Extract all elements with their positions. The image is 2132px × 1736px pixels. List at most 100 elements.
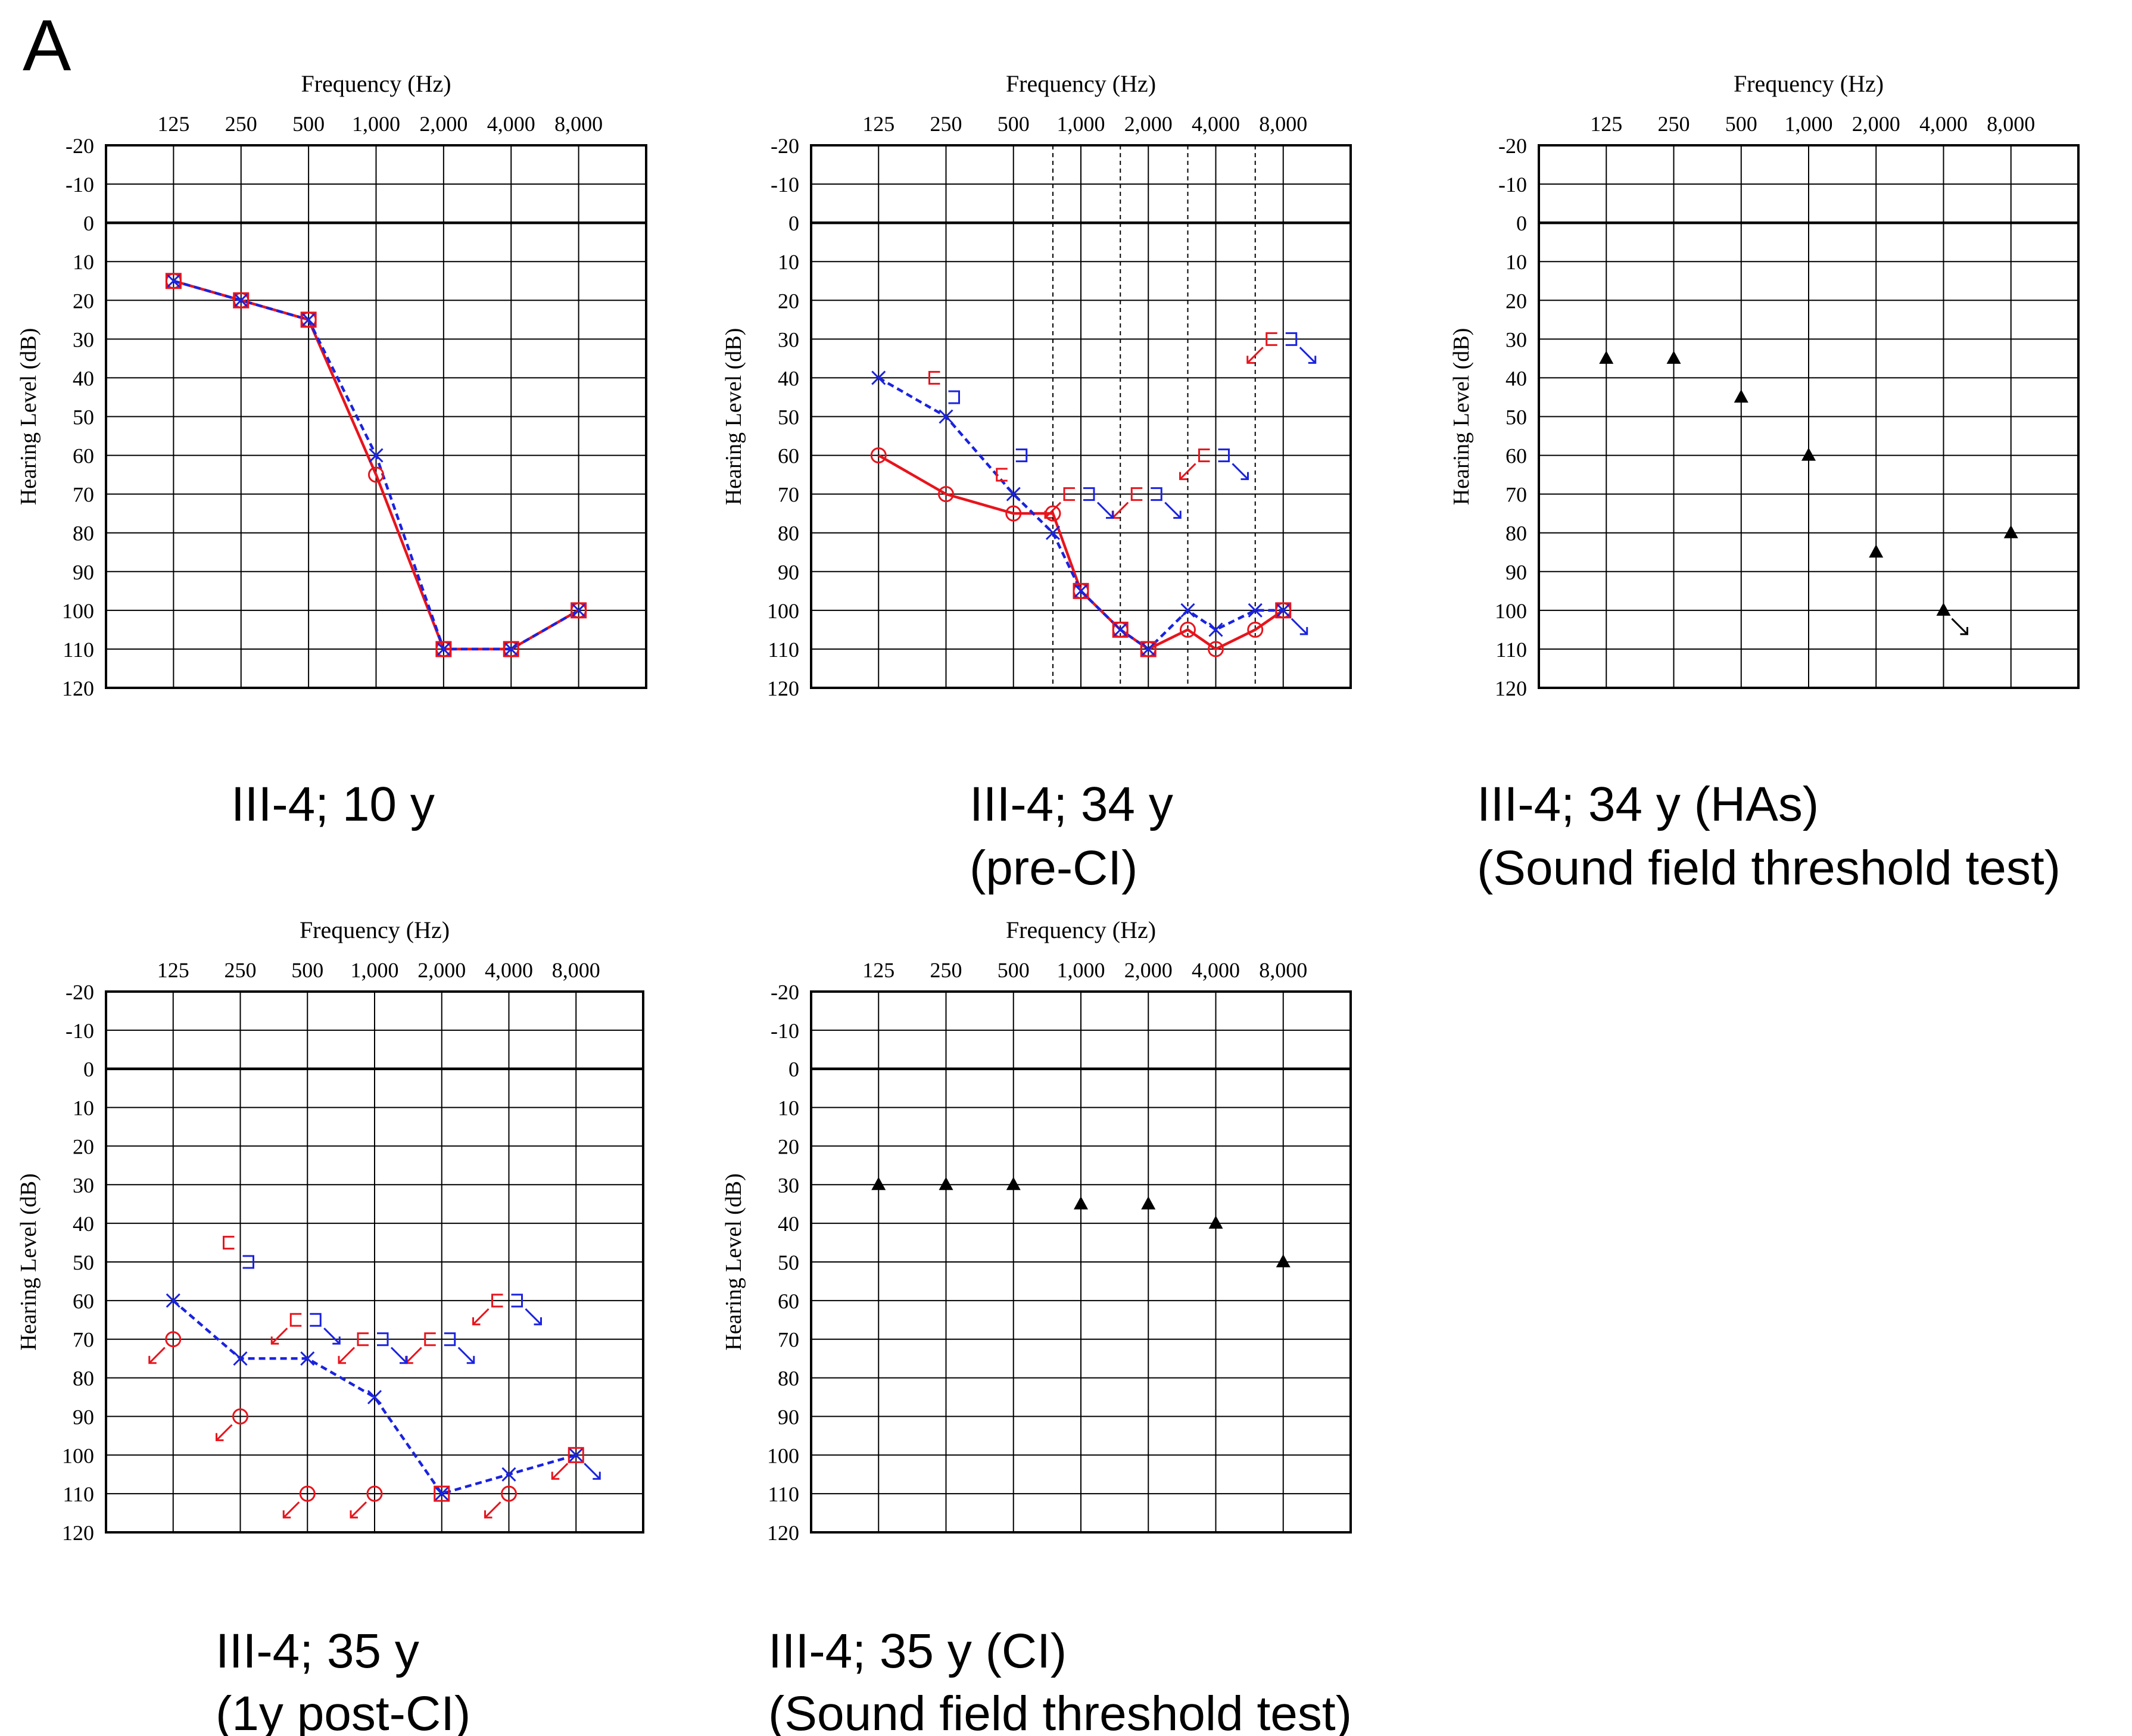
right-ear-air-marker <box>1179 621 1196 638</box>
y-tick-label: 20 <box>1506 289 1527 313</box>
left-ear-bone-marker <box>310 1313 322 1327</box>
soundfield-marker <box>2003 525 2018 538</box>
x-tick-label: 1,000 <box>1785 112 1833 136</box>
x-tick-label: 250 <box>225 112 257 136</box>
y-tick-label: 10 <box>73 1096 94 1120</box>
no-response-arrow <box>1044 501 1062 519</box>
left-ear-air-marker <box>1113 622 1128 637</box>
soundfield-marker <box>1801 447 1816 461</box>
overlap-marker <box>568 1447 584 1463</box>
y-tick-label: 70 <box>73 1328 94 1352</box>
no-response-arrowhead <box>1240 472 1249 481</box>
soundfield-marker <box>1599 350 1614 364</box>
no-response-arrowhead <box>148 1355 157 1364</box>
y-tick-label: 70 <box>73 483 94 507</box>
x-tick-label: 250 <box>225 958 257 982</box>
left-ear-air-marker <box>436 641 451 656</box>
chart-title: Frequency (Hz) <box>301 70 451 97</box>
overlap-marker <box>1112 621 1129 638</box>
plot-frame <box>810 144 1352 689</box>
x-tick-label: 2,000 <box>419 112 467 136</box>
right-ear-bone-marker <box>1130 487 1143 501</box>
no-response-arrowhead <box>1106 510 1114 519</box>
no-response-arrow <box>350 1501 367 1519</box>
y-axis-label: Hearing Level (dB) <box>721 328 746 506</box>
x-tick-label: 8,000 <box>1259 958 1307 982</box>
y-tick-label: 90 <box>778 1405 799 1429</box>
no-response-arrow <box>472 1308 490 1325</box>
no-response-arrow <box>1164 501 1182 519</box>
y-tick-label: 70 <box>778 483 799 507</box>
no-response-arrowhead <box>338 1355 346 1364</box>
left-ear-air-marker <box>301 312 316 327</box>
overlap-marker <box>435 641 452 657</box>
panel-caption: (1y post-CI) <box>216 1687 470 1736</box>
y-tick-label: 10 <box>1506 250 1527 274</box>
left-ear-air-marker <box>166 1293 180 1308</box>
y-tick-label: 50 <box>778 1251 799 1274</box>
left-ear-air-marker <box>504 641 519 656</box>
x-tick-label: 1,000 <box>351 958 399 982</box>
right-ear-bone-marker <box>223 1236 235 1250</box>
right-ear-air-marker <box>368 466 384 483</box>
y-tick-label: 70 <box>1506 483 1527 507</box>
left-ear-air-marker <box>1208 622 1223 637</box>
y-tick-label: 0 <box>1516 211 1527 235</box>
y-tick-label: 30 <box>73 328 94 351</box>
y-tick-label: 20 <box>778 289 799 313</box>
audiogram-panel-2: -20 -10 0 10 20 30 40 50 60 70 80 90 100 110 120 125 250… <box>721 70 1352 895</box>
no-response-arrowhead <box>400 1355 408 1364</box>
x-tick-label: 2,000 <box>1124 958 1173 982</box>
y-tick-label: 120 <box>767 677 799 700</box>
left-ear-bone-marker <box>1151 487 1162 501</box>
no-response-arrow <box>1291 618 1308 635</box>
y-tick-label: 50 <box>73 1251 94 1274</box>
right-ear-air-marker <box>232 1408 248 1425</box>
right-ear-air-marker <box>1247 621 1264 638</box>
y-tick-label: 60 <box>73 444 94 468</box>
y-tick-label: 90 <box>1506 560 1527 584</box>
x-tick-label: 125 <box>157 112 189 136</box>
right-ear-air-marker <box>938 486 954 503</box>
x-tick-label: 500 <box>998 958 1030 982</box>
y-tick-label: 40 <box>73 366 94 390</box>
left-ear-air-marker <box>1045 525 1061 540</box>
y-tick-label: 110 <box>63 1482 94 1506</box>
right-ear-bone-marker <box>289 1313 302 1327</box>
figure-label: A <box>23 5 71 86</box>
y-tick-label: 100 <box>62 1444 94 1467</box>
y-tick-label: 80 <box>778 1367 799 1391</box>
no-response-arrowhead <box>1299 627 1308 635</box>
y-tick-label: 20 <box>73 289 94 313</box>
y-tick-label: 80 <box>73 522 94 546</box>
y-tick-label: 70 <box>778 1328 799 1352</box>
y-tick-label: 50 <box>73 406 94 429</box>
right-ear-bone-marker <box>928 370 940 385</box>
right-ear-bone-marker <box>424 1332 436 1347</box>
y-tick-label: 100 <box>1495 599 1527 623</box>
x-tick-label: 2,000 <box>1124 112 1173 136</box>
right-ear-air-marker <box>1208 641 1224 657</box>
x-tick-label: 500 <box>998 112 1030 136</box>
y-tick-label: 110 <box>768 638 799 662</box>
no-response-arrow <box>1179 463 1196 480</box>
no-response-arrowhead <box>270 1336 279 1345</box>
left-ear-bone-marker <box>242 1255 254 1269</box>
no-response-arrow <box>1299 347 1316 364</box>
no-response-arrow <box>405 1347 422 1364</box>
x-tick-label: 8,000 <box>554 112 603 136</box>
y-tick-label: 30 <box>778 328 799 351</box>
y-tick-label: 60 <box>778 1289 799 1313</box>
no-response-arrow <box>1112 501 1129 519</box>
no-response-arrowhead <box>1246 356 1255 364</box>
right-ear-bone-marker <box>1198 448 1210 463</box>
no-response-arrow <box>338 1347 356 1364</box>
left-ear-air-marker <box>871 370 886 385</box>
panel-caption: III-4; 34 y (HAs) <box>1477 777 1819 831</box>
no-response-arrow <box>148 1347 166 1364</box>
y-tick-label: 90 <box>73 560 94 584</box>
y-tick-label: 120 <box>62 1521 94 1545</box>
y-tick-label: -20 <box>66 980 94 1004</box>
panel-caption: III-4; 34 y <box>970 777 1173 831</box>
left-ear-air-marker <box>571 603 586 618</box>
